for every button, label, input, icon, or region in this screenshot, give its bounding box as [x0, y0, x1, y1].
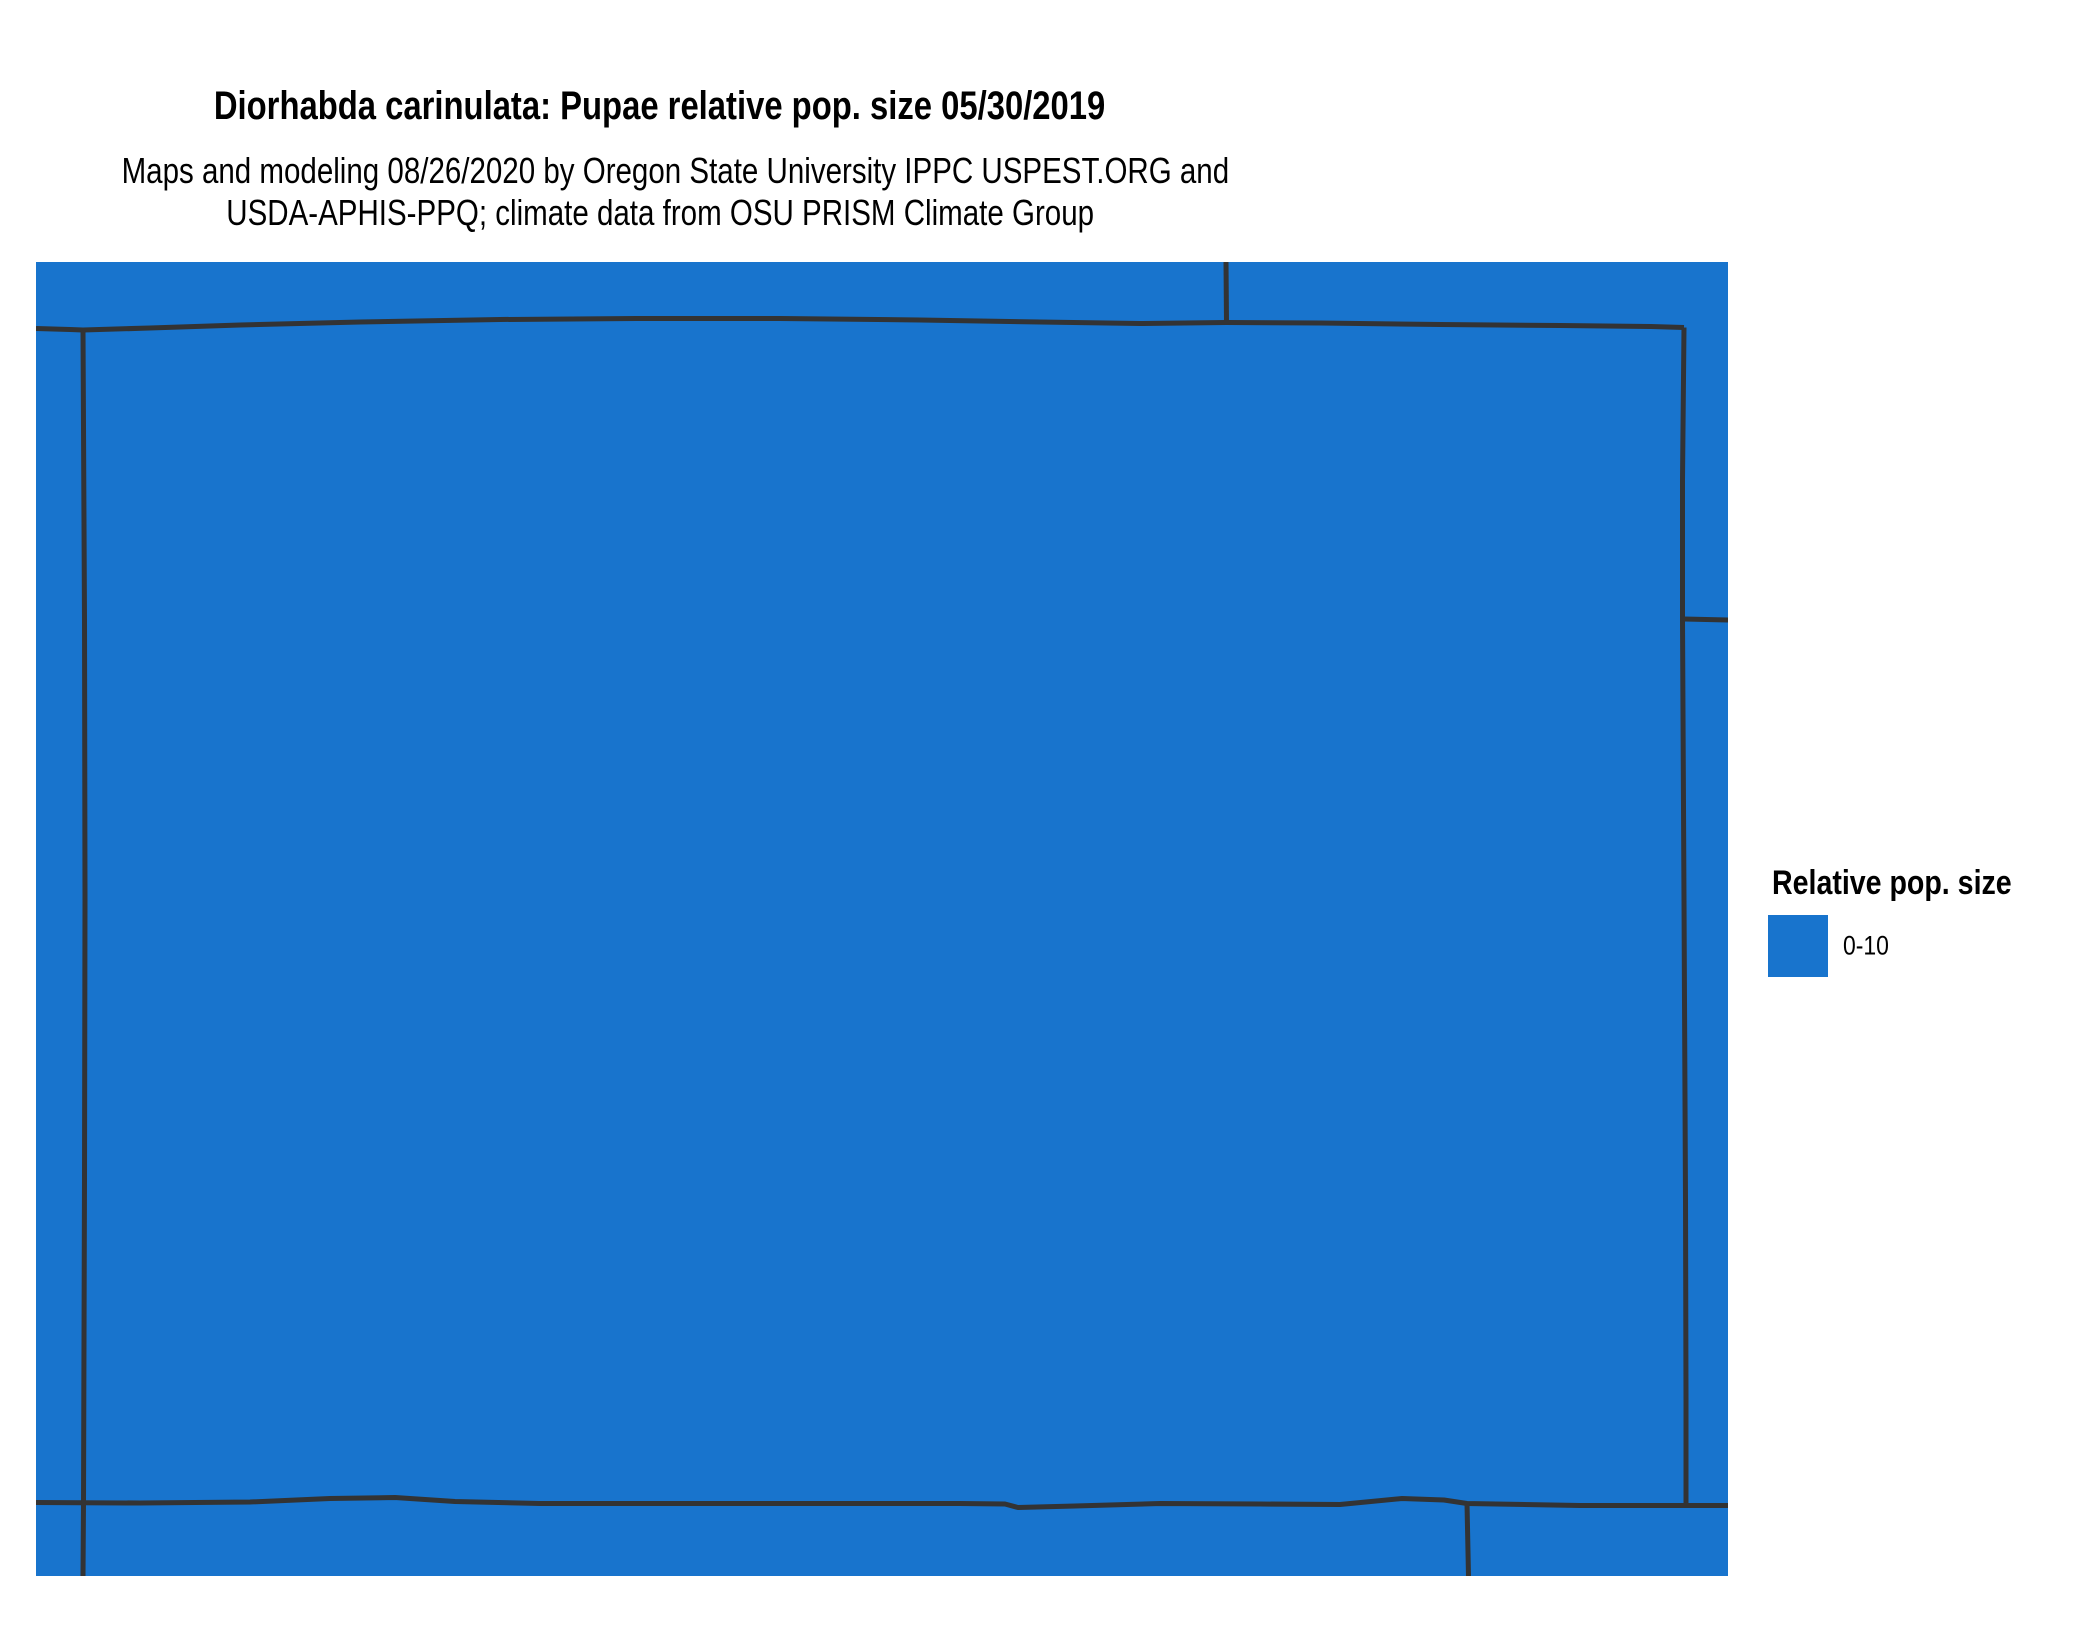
state-border-north: [36, 316, 1685, 333]
page-title-text: Diorhabda carinulata: Pupae relative pop…: [214, 84, 1106, 128]
state-border-east: [1680, 327, 1689, 1504]
state-border-west: [80, 329, 88, 1576]
legend-item-label: 0-10: [1843, 930, 1889, 961]
page-subtitle-line2: USDA-APHIS-PPQ; climate data from OSU PR…: [0, 195, 1320, 231]
population-map: [36, 262, 1728, 1576]
page-subtitle-line1-text: Maps and modeling 08/26/2020 by Oregon S…: [121, 150, 1230, 191]
page-subtitle-line2-text: USDA-APHIS-PPQ; climate data from OSU PR…: [226, 192, 1094, 233]
ne-ks-border: [1683, 616, 1728, 623]
nm-ok-border: [1464, 1503, 1471, 1576]
page-title: Diorhabda carinulata: Pupae relative pop…: [0, 86, 1320, 126]
legend-title: Relative pop. size: [1772, 864, 2012, 902]
wy-ne-border: [1223, 262, 1229, 323]
map-fill-region: [36, 262, 1728, 1576]
page-subtitle-line1: Maps and modeling 08/26/2020 by Oregon S…: [0, 153, 1320, 189]
state-borders: [36, 262, 1728, 1576]
legend-swatch-icon: [1768, 915, 1828, 977]
state-border-south: [36, 1495, 1728, 1510]
